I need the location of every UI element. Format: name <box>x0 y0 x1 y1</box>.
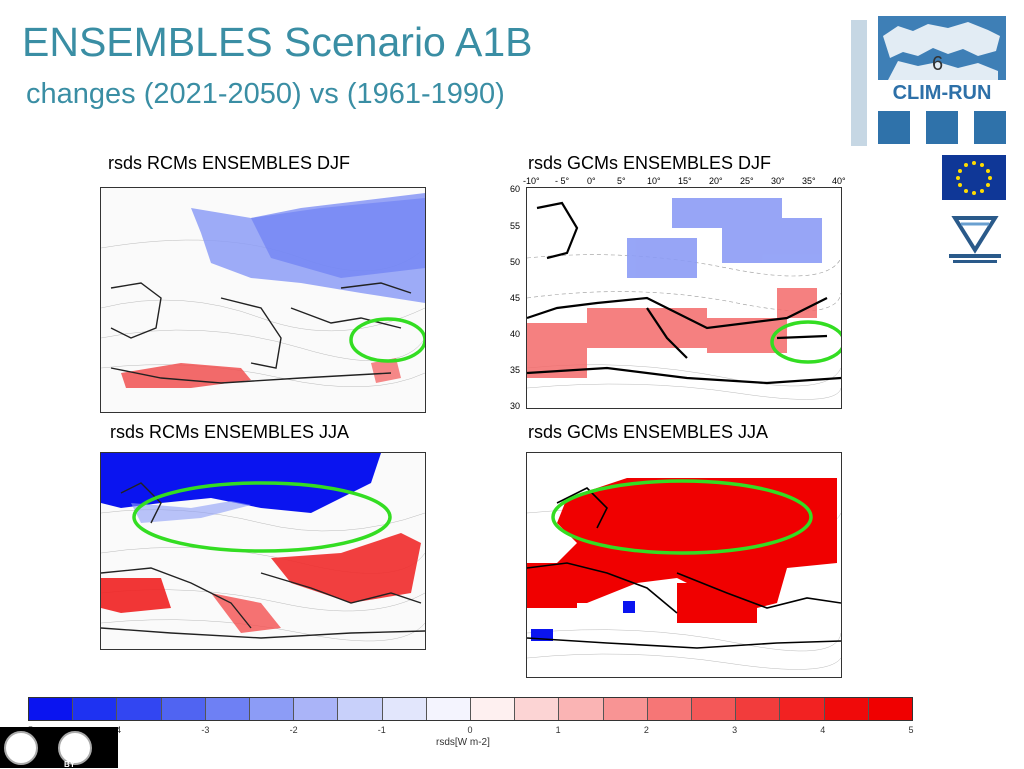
colorbar-swatch <box>471 698 516 720</box>
colorbar-swatch <box>515 698 560 720</box>
colorbar-tick: 0 <box>467 725 473 735</box>
map-rcm-jja <box>100 452 426 650</box>
x-tick: 5° <box>617 176 626 186</box>
colorbar-label: rsds[W m-2] <box>436 737 490 748</box>
slide-subtitle: changes (2021-2050) vs (1961-1990) <box>26 78 505 110</box>
page-number: 6 <box>932 53 944 75</box>
x-tick: -10° <box>523 176 540 186</box>
x-tick: 30° <box>771 176 785 186</box>
panel-title-rcm-jja: rsds RCMs ENSEMBLES JJA <box>110 422 350 442</box>
cc-icon <box>4 731 38 765</box>
map-rcm-djf <box>100 187 426 413</box>
colorbar-swatch <box>559 698 604 720</box>
colorbar-swatch <box>824 698 869 720</box>
panel-title-rcm-djf: rsds RCMs ENSEMBLES DJF <box>108 153 351 173</box>
umbrella-icon <box>878 111 910 144</box>
colorbar-tick: -1 <box>377 725 386 735</box>
y-tick: 40 <box>510 329 521 339</box>
map-gcm-jja <box>526 452 842 678</box>
mediterranean-map-icon <box>878 16 1006 80</box>
x-tick: 40° <box>832 176 846 186</box>
colorbar-tick: 4 <box>820 725 826 735</box>
cc-by-license-badge: BY <box>0 727 118 769</box>
x-tick: - 5° <box>555 176 570 186</box>
colorbar-swatch <box>338 698 383 720</box>
flame-icon <box>926 111 958 144</box>
colorbar-tick: -2 <box>289 725 298 735</box>
by-text: BY <box>64 760 76 769</box>
panel-title-gcm-djf: rsds GCMs ENSEMBLES DJF <box>528 153 772 173</box>
wind-turbine-icon <box>974 111 1006 144</box>
slide-title: ENSEMBLES Scenario A1B <box>22 19 533 65</box>
panel-title-gcm-jja: rsds GCMs ENSEMBLES JJA <box>528 422 769 442</box>
colorbar-swatch <box>382 698 427 720</box>
colorbar-tick: -3 <box>201 725 210 735</box>
colorbar-swatch <box>692 698 737 720</box>
x-tick: 0° <box>587 176 596 186</box>
decorative-bar <box>851 20 867 146</box>
colorbar-swatch <box>868 698 913 720</box>
y-tick: 60 <box>510 184 521 194</box>
clim-run-text: CLIM-RUN <box>892 82 992 104</box>
x-tick: 15° <box>678 176 692 186</box>
map-gcm-djf <box>526 187 842 409</box>
colorbar <box>28 697 913 721</box>
x-tick: 20° <box>709 176 723 186</box>
y-tick: 55 <box>510 221 521 231</box>
colorbar-swatch <box>736 698 781 720</box>
y-tick: 50 <box>510 257 521 267</box>
y-tick: 30 <box>510 401 521 411</box>
colorbar-tick: 5 <box>908 725 914 735</box>
colorbar-swatch <box>73 698 118 720</box>
colorbar-swatch <box>603 698 648 720</box>
y-tick: 45 <box>510 293 521 303</box>
gcm-djf-y-axis: 60 55 50 45 40 35 30 <box>510 184 526 414</box>
colorbar-swatch <box>294 698 339 720</box>
colorbar-swatch <box>780 698 825 720</box>
seventh-framework-logo <box>945 210 1005 272</box>
x-tick: 35° <box>802 176 816 186</box>
colorbar-tick: 3 <box>732 725 738 735</box>
colorbar-tick: 1 <box>555 725 561 735</box>
gcm-djf-x-axis: -10° - 5° 0° 5° 10° 15° 20° 25° 30° 35° … <box>523 176 851 188</box>
person-icon <box>58 731 92 765</box>
colorbar-tick: 2 <box>643 725 649 735</box>
clim-run-logo: CLIM-RUN <box>878 16 1006 144</box>
colorbar-swatch <box>161 698 206 720</box>
colorbar-swatch <box>205 698 251 720</box>
colorbar-swatch <box>647 698 693 720</box>
colorbar-swatch <box>250 698 295 720</box>
x-tick: 25° <box>740 176 754 186</box>
colorbar-swatch <box>29 698 74 720</box>
x-tick: 10° <box>647 176 661 186</box>
colorbar-swatch <box>117 698 162 720</box>
colorbar-swatch <box>426 698 472 720</box>
y-tick: 35 <box>510 365 521 375</box>
eu-flag-icon <box>942 155 1006 200</box>
